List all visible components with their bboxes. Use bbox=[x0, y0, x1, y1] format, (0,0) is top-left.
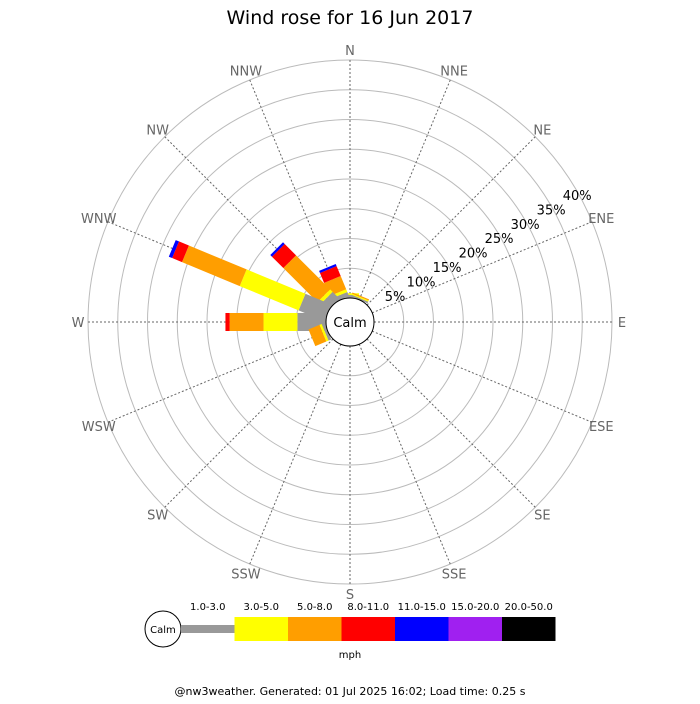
radial-tick-label: 20% bbox=[459, 247, 488, 262]
bar-segment-nw bbox=[271, 243, 297, 269]
direction-label: W bbox=[72, 316, 85, 331]
legend-units: mph bbox=[339, 650, 361, 661]
legend-bin-label: 15.0-20.0 bbox=[451, 602, 499, 613]
direction-label: N bbox=[345, 44, 355, 59]
bar-segment-wnw bbox=[168, 240, 180, 259]
bar-segment-wnw bbox=[182, 245, 247, 287]
grid-ring bbox=[206, 178, 494, 466]
legend-swatch bbox=[341, 617, 395, 641]
legend-bin-label: 5.0-8.0 bbox=[297, 602, 332, 613]
bar-segment-wnw bbox=[239, 269, 306, 311]
direction-label: SW bbox=[147, 508, 168, 523]
chart-title: Wind rose for 16 Jun 2017 bbox=[227, 7, 474, 29]
bar-segment-nne bbox=[351, 293, 369, 302]
direction-label: WNW bbox=[81, 212, 117, 227]
bar-segment-wsw bbox=[319, 324, 329, 342]
grid-layer bbox=[87, 59, 613, 585]
legend-swatch bbox=[234, 617, 288, 641]
radial-tick-label: 40% bbox=[563, 189, 592, 204]
direction-label: SE bbox=[534, 508, 550, 523]
direction-label: NE bbox=[533, 124, 551, 139]
direction-label: WSW bbox=[82, 420, 116, 435]
legend-swatch bbox=[395, 617, 449, 641]
legend-swatch bbox=[448, 617, 502, 641]
calm-label: Calm bbox=[333, 316, 366, 331]
direction-label: ENE bbox=[588, 212, 614, 227]
direction-label: ESE bbox=[589, 420, 614, 435]
legend-bin-label: 3.0-5.0 bbox=[244, 602, 279, 613]
direction-label: SSE bbox=[442, 567, 467, 582]
footer-text: @nw3weather. Generated: 01 Jul 2025 16:0… bbox=[175, 685, 526, 698]
radial-tick-label: 35% bbox=[537, 203, 566, 218]
legend-bin-label: 8.0-11.0 bbox=[347, 602, 389, 613]
bar-segment-nw bbox=[270, 242, 285, 257]
legend-swatch bbox=[502, 617, 556, 641]
bar-segment-nne bbox=[350, 294, 369, 304]
direction-label: S bbox=[346, 588, 354, 603]
bar-segment-w bbox=[263, 313, 298, 331]
bar-segment-wsw bbox=[321, 322, 332, 341]
radial-tick-label: 30% bbox=[511, 218, 540, 233]
calm-layer: Calm bbox=[325, 297, 375, 347]
bars-layer bbox=[168, 240, 370, 347]
calm-circle bbox=[325, 297, 375, 347]
radial-tick-label: 25% bbox=[485, 232, 514, 247]
direction-label: E bbox=[618, 316, 626, 331]
radial-tick-label: 5% bbox=[385, 290, 406, 305]
radial-tick-label: 15% bbox=[433, 261, 462, 276]
legend-bin-label: 11.0-15.0 bbox=[398, 602, 446, 613]
bar-segment-nnw bbox=[319, 263, 337, 274]
legend-bin-label: 20.0-50.0 bbox=[505, 602, 553, 613]
legend-swatch bbox=[181, 625, 235, 633]
bar-segment-w bbox=[229, 313, 264, 331]
bar-segment-nnw bbox=[319, 266, 341, 283]
grid-ring bbox=[147, 119, 553, 525]
direction-label: NW bbox=[146, 124, 169, 139]
legend-calm-label: Calm bbox=[150, 625, 176, 636]
speed-legend: Calm mph 1.0-3.0 3.0-5.0 5.0-8.0 8.0-11.0 11… bbox=[144, 602, 556, 661]
radial-tick-label: 10% bbox=[407, 276, 436, 291]
bar-segment-wnw bbox=[172, 241, 189, 263]
direction-label: SSW bbox=[231, 567, 261, 582]
bar-segment-w bbox=[225, 313, 230, 331]
direction-label: NNE bbox=[440, 65, 468, 80]
legend-swatch bbox=[288, 617, 342, 641]
labels-layer: N NNE NE ENE E ESE SE SSE S SSW SW WSW W WNW NW NNW 5%10… bbox=[72, 44, 627, 603]
direction-label: NNW bbox=[230, 65, 262, 80]
bar-segment-wsw bbox=[308, 324, 327, 347]
legend-bin-label: 1.0-3.0 bbox=[190, 602, 225, 613]
bar-segment-nne bbox=[352, 292, 370, 301]
bar-segment-nw bbox=[283, 255, 331, 303]
